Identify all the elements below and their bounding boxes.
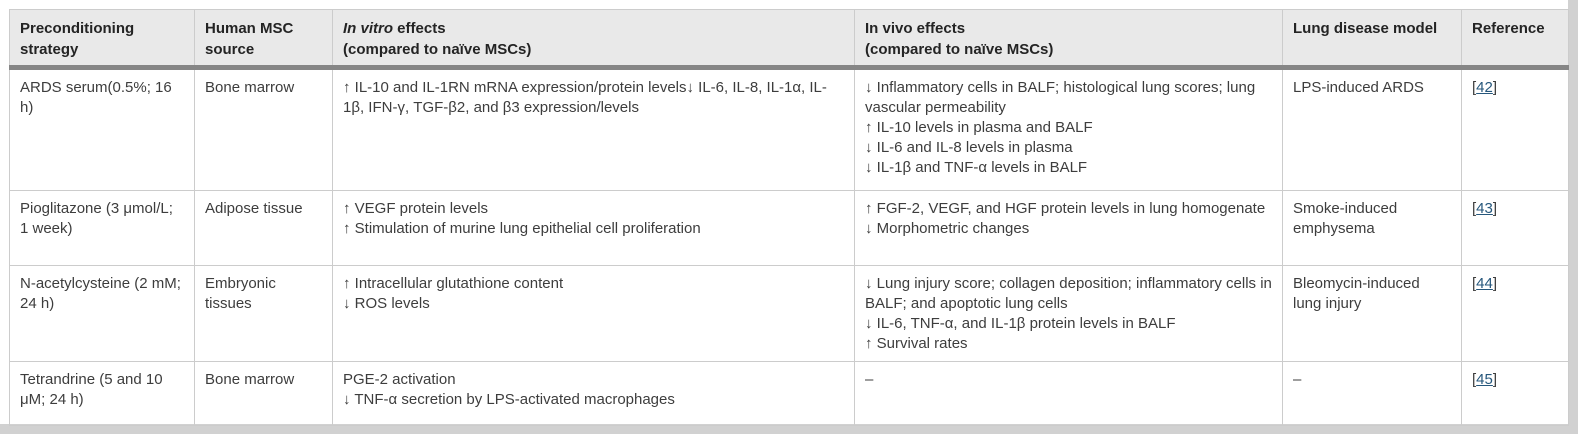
cell-in-vitro-effects: ↑ IL-10 and IL-1RN mRNA expression/prote… — [332, 67, 855, 191]
cell-source: Adipose tissue — [194, 190, 333, 266]
bracket-close: ] — [1492, 371, 1498, 388]
table-row: N-acetylcysteine (2 mM; 24 h) Embryonic … — [9, 265, 1569, 362]
cell-disease-model: Bleomycin-induced lung injury — [1282, 265, 1462, 362]
cell-in-vivo-effects: ↑ FGF-2, VEGF, and HGF protein levels in… — [854, 190, 1283, 266]
table-header-row: Preconditioning strategy Human MSC sourc… — [9, 9, 1569, 70]
bracket-close: ] — [1492, 275, 1498, 292]
cell-in-vivo-effects: ↓ Lung injury score; collagen deposition… — [854, 265, 1283, 362]
table-row: Pioglitazone (3 μmol/L; 1 week) Adipose … — [9, 190, 1569, 266]
col-header-in-vivo-effects: In vivo effects (compared to naïve MSCs) — [854, 9, 1283, 70]
col-header-human-msc-source: Human MSC source — [194, 9, 333, 70]
bracket-open: [ — [1472, 200, 1477, 217]
col-header-label: In vivo effects — [865, 20, 966, 37]
cell-in-vitro-effects: ↑ VEGF protein levels ↑ Stimulation of m… — [332, 190, 855, 266]
cell-reference: [43] — [1461, 190, 1569, 266]
cell-reference: [45] — [1461, 361, 1569, 426]
reference-link-45[interactable]: 45 — [1476, 371, 1493, 388]
preconditioning-table: Preconditioning strategy Human MSC sourc… — [9, 9, 1569, 426]
cell-disease-model: Smoke-induced emphysema — [1282, 190, 1462, 266]
cell-disease-model: LPS-induced ARDS — [1282, 67, 1462, 191]
bracket-open: [ — [1472, 275, 1477, 292]
table-row: ARDS serum(0.5%; 16 h) Bone marrow ↑ IL-… — [9, 67, 1569, 191]
reference-link-44[interactable]: 44 — [1476, 275, 1493, 292]
bracket-close: ] — [1492, 79, 1498, 96]
cell-strategy: N-acetylcysteine (2 mM; 24 h) — [9, 265, 195, 362]
cell-source: Embryonic tissues — [194, 265, 333, 362]
reference-link-42[interactable]: 42 — [1476, 79, 1493, 96]
col-header-label: In vitro effects — [343, 20, 446, 37]
col-header-sublabel: (compared to naïve MSCs) — [865, 41, 1054, 58]
col-header-lung-disease-model: Lung disease model — [1282, 9, 1462, 70]
reference-link-43[interactable]: 43 — [1476, 200, 1493, 217]
col-header-label: Human MSC source — [205, 20, 294, 58]
cell-disease-model: – — [1282, 361, 1462, 426]
cell-reference: [44] — [1461, 265, 1569, 362]
col-header-label: Reference — [1472, 20, 1545, 37]
bracket-close: ] — [1492, 200, 1498, 217]
col-header-preconditioning-strategy: Preconditioning strategy — [9, 9, 195, 70]
bracket-open: [ — [1472, 371, 1477, 388]
col-header-label: Lung disease model — [1293, 20, 1438, 37]
col-header-reference: Reference — [1461, 9, 1569, 70]
cell-source: Bone marrow — [194, 67, 333, 191]
cell-in-vitro-effects: PGE-2 activation ↓ TNF-α secretion by LP… — [332, 361, 855, 426]
col-header-sublabel: (compared to naïve MSCs) — [343, 41, 532, 58]
table-row: Tetrandrine (5 and 10 μM; 24 h) Bone mar… — [9, 361, 1569, 426]
cell-in-vivo-effects: ↓ Inflammatory cells in BALF; histologic… — [854, 67, 1283, 191]
cell-reference: [42] — [1461, 67, 1569, 191]
cell-strategy: Pioglitazone (3 μmol/L; 1 week) — [9, 190, 195, 266]
bracket-open: [ — [1472, 79, 1477, 96]
col-header-label: Preconditioning strategy — [20, 20, 135, 58]
cell-in-vitro-effects: ↑ Intracellular glutathione content ↓ RO… — [332, 265, 855, 362]
content-area: Preconditioning strategy Human MSC sourc… — [0, 0, 1569, 426]
cell-strategy: Tetrandrine (5 and 10 μM; 24 h) — [9, 361, 195, 426]
cell-strategy: ARDS serum(0.5%; 16 h) — [9, 67, 195, 191]
cell-in-vivo-effects: – — [854, 361, 1283, 426]
col-header-in-vitro-effects: In vitro effects (compared to naïve MSCs… — [332, 9, 855, 70]
cell-source: Bone marrow — [194, 361, 333, 426]
